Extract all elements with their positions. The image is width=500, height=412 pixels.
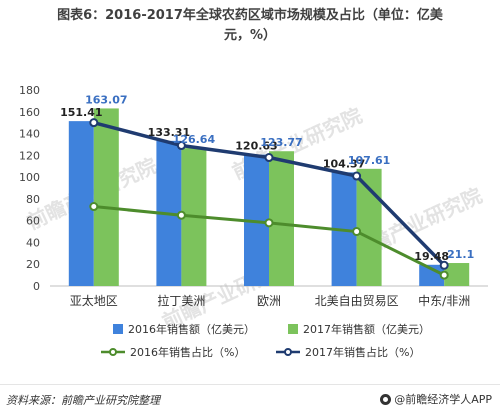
bar-2016 — [419, 264, 445, 286]
data-label-2017: 126.64 — [173, 133, 216, 146]
y-tick-label: 120 — [19, 149, 40, 162]
bar-2017 — [444, 263, 470, 286]
point-2016-share — [352, 227, 362, 237]
point-2016-share — [264, 218, 274, 228]
x-category-label: 欧洲 — [257, 294, 281, 308]
data-label-2017: 163.07 — [85, 93, 127, 106]
legend-label: 2017年销售占比（%） — [305, 345, 420, 359]
y-tick-label: 60 — [26, 215, 40, 228]
y-tick-label: 20 — [26, 258, 40, 271]
legend-label: 2017年销售额（亿美元） — [303, 322, 430, 336]
data-label-2017: 123.77 — [260, 136, 302, 149]
legend-label: 2016年销售额（亿美元） — [128, 322, 255, 336]
legend-marker — [109, 348, 117, 356]
point-2017-share — [439, 260, 449, 270]
y-tick-label: 0 — [33, 280, 40, 293]
legend-swatch — [113, 324, 123, 334]
y-tick-label: 80 — [26, 193, 40, 206]
data-label-2017: 21.1 — [447, 248, 474, 261]
point-2017-share — [176, 141, 186, 151]
brand-text: @前瞻经济学人APP — [394, 393, 492, 406]
point-2017-share — [264, 153, 274, 163]
data-label-2016: 19.48 — [414, 250, 449, 263]
legend-label: 2016年销售占比（%） — [130, 345, 245, 359]
source-value: 前瞻产业研究院整理 — [61, 394, 160, 407]
y-tick-label: 100 — [19, 171, 40, 184]
data-label-2016: 133.31 — [148, 126, 190, 139]
point-2016-share — [439, 270, 449, 280]
source-label: 资料来源： — [6, 394, 61, 407]
point-2017-share — [352, 171, 362, 181]
x-category-label: 北美自由贸易区 — [315, 294, 399, 308]
data-label-2016: 104.37 — [323, 157, 365, 170]
source-note: 资料来源：前瞻产业研究院整理 — [6, 392, 160, 408]
point-2017-share — [89, 118, 99, 128]
y-tick-label: 180 — [19, 84, 40, 97]
y-tick-label: 40 — [26, 236, 40, 249]
data-label-2016: 151.41 — [60, 106, 102, 119]
brand: @前瞻经济学人APP — [380, 391, 492, 407]
data-label-2017: 107.61 — [348, 154, 390, 167]
y-tick-label: 140 — [19, 128, 40, 141]
point-2016-share — [176, 210, 186, 220]
brand-logo-icon — [380, 393, 392, 405]
chart-svg: 前瞻产业研究院前瞻产业研究院前瞻产业研究院前瞻产业研究院020406080100… — [19, 84, 488, 359]
bar-2017 — [93, 108, 119, 286]
bar-2016 — [68, 121, 94, 286]
chart-title: 图表6：2016-2017年全球农药区域市场规模及占比（单位：亿美 元，%） — [0, 6, 500, 46]
legend-marker — [284, 348, 292, 356]
point-2016-share — [89, 202, 99, 212]
data-label-2016: 120.63 — [235, 140, 277, 153]
chart-title-line1: 图表6：2016-2017年全球农药区域市场规模及占比（单位：亿美 — [57, 8, 443, 23]
x-category-label: 拉丁美洲 — [157, 293, 205, 308]
bar-2017 — [269, 151, 294, 286]
chart-title-line2: 元，%） — [223, 28, 277, 43]
y-tick-label: 160 — [19, 106, 40, 119]
x-category-label: 中东/非洲 — [418, 293, 470, 308]
legend-swatch — [288, 324, 298, 334]
x-category-label: 亚太地区 — [70, 293, 118, 308]
footer: 资料来源：前瞻产业研究院整理 @前瞻经济学人APP — [0, 384, 500, 412]
